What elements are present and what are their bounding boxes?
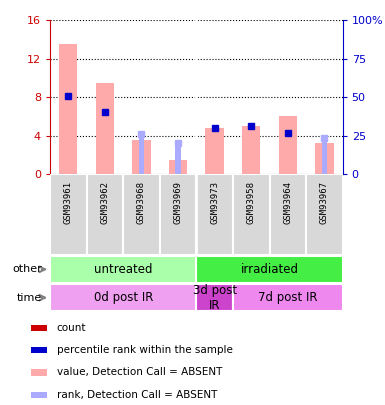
Bar (321, 138, 327, 174)
Bar (279, 117, 297, 174)
Bar (31, 347, 47, 353)
Bar (169, 160, 187, 174)
Text: GSM93969: GSM93969 (174, 181, 182, 224)
Bar (96, 83, 114, 174)
Text: GSM93967: GSM93967 (320, 181, 329, 224)
Bar (139, 134, 144, 174)
Text: value, Detection Call = ABSENT: value, Detection Call = ABSENT (57, 367, 222, 377)
Text: GSM93968: GSM93968 (137, 181, 146, 224)
Text: GSM93964: GSM93964 (283, 181, 292, 224)
Bar (175, 143, 181, 174)
Text: time: time (17, 293, 42, 303)
Text: 7d post IR: 7d post IR (258, 291, 318, 304)
Bar (233, 174, 270, 255)
Bar (50, 174, 87, 255)
Text: GSM93958: GSM93958 (247, 181, 256, 224)
Bar (242, 126, 260, 174)
Text: GSM93962: GSM93962 (100, 181, 109, 224)
Text: other: other (13, 264, 42, 274)
Text: 0d post IR: 0d post IR (94, 291, 153, 304)
Text: GSM93961: GSM93961 (64, 181, 73, 224)
Bar (196, 284, 233, 311)
Bar (59, 44, 77, 174)
Text: irradiated: irradiated (241, 263, 298, 276)
Text: GSM93973: GSM93973 (210, 181, 219, 224)
Text: rank, Detection Call = ABSENT: rank, Detection Call = ABSENT (57, 390, 217, 400)
Bar (132, 141, 151, 174)
Bar (50, 256, 196, 283)
Bar (160, 174, 196, 255)
Bar (31, 369, 47, 375)
Bar (50, 284, 196, 311)
Bar (196, 256, 343, 283)
Text: 3d post
IR: 3d post IR (192, 284, 237, 312)
Bar (206, 128, 224, 174)
Bar (315, 143, 333, 174)
Bar (87, 174, 123, 255)
Bar (196, 174, 233, 255)
Bar (233, 284, 343, 311)
Bar (123, 174, 160, 255)
Text: untreated: untreated (94, 263, 152, 276)
Bar (31, 392, 47, 398)
Text: percentile rank within the sample: percentile rank within the sample (57, 345, 233, 355)
Bar (270, 174, 306, 255)
Bar (306, 174, 343, 255)
Text: count: count (57, 323, 86, 333)
Bar (31, 325, 47, 331)
